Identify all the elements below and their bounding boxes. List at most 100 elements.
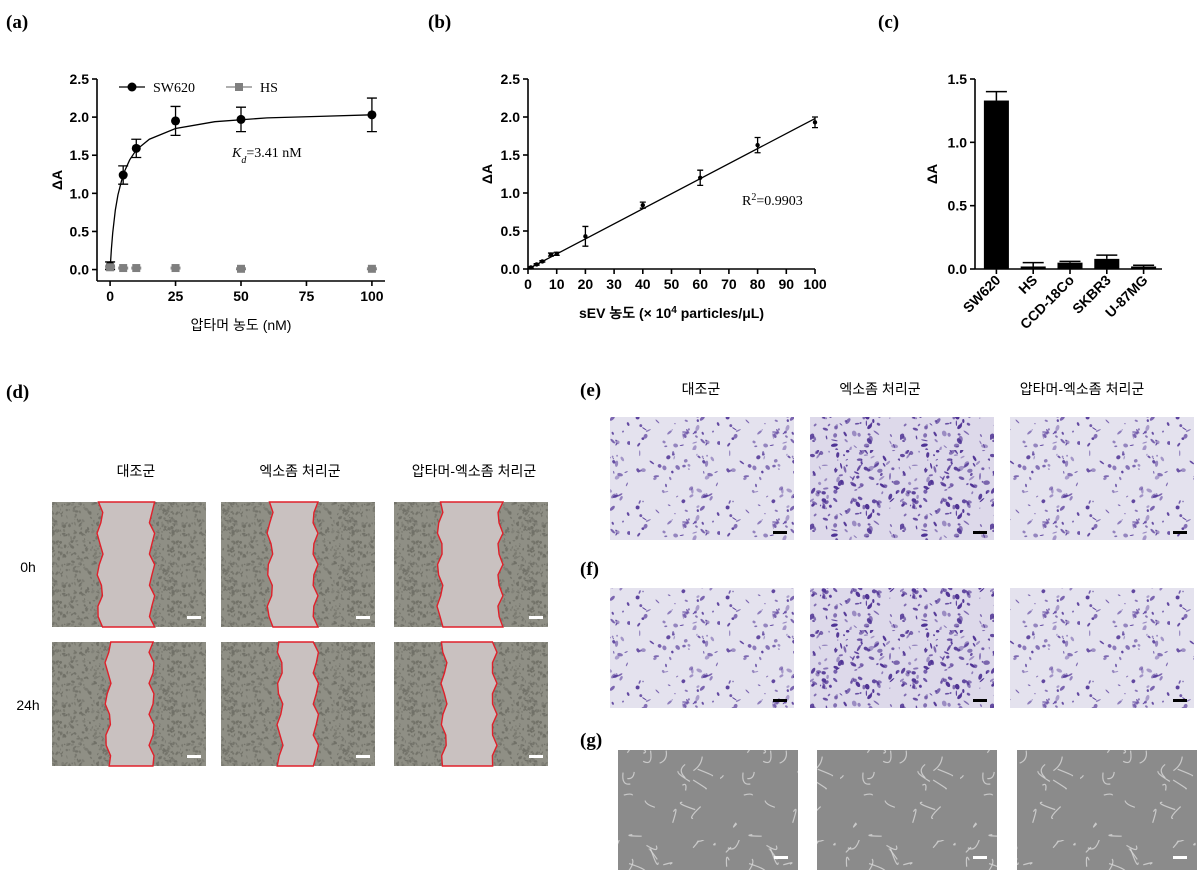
x-tick-label: 80 — [750, 276, 766, 292]
annotation: Kd=3.41 nM — [231, 146, 302, 166]
data-point — [698, 175, 703, 180]
micrograph — [1017, 750, 1197, 870]
panel-label: (e) — [580, 380, 601, 401]
wound-area — [104, 641, 155, 767]
row-label: 24h — [16, 697, 39, 713]
y-tick-label: 1.0 — [948, 134, 968, 150]
bar — [1057, 262, 1083, 269]
micrograph — [1010, 417, 1194, 540]
wound-area — [436, 501, 505, 628]
data-point — [528, 265, 534, 270]
row-label: 0h — [20, 559, 36, 575]
wound-area — [266, 501, 320, 628]
panel-label: (b) — [428, 12, 451, 33]
y-tick-label: 0.0 — [948, 261, 968, 277]
legend-label: SW620 — [153, 81, 195, 96]
scale-bar — [773, 699, 787, 702]
fit-line — [527, 117, 816, 270]
column-header: 압타머-엑소좀 처리군 — [412, 463, 537, 479]
y-tick-label: 0.5 — [501, 223, 521, 239]
annotation: R2=0.9903 — [742, 192, 803, 210]
y-tick-label: 2.5 — [501, 71, 521, 87]
y-tick-label: 2.0 — [70, 109, 90, 125]
data-point — [554, 251, 559, 256]
x-tick-label: 0 — [524, 276, 532, 292]
column-header: 대조군 — [117, 463, 156, 479]
error-bar — [985, 90, 1007, 101]
data-point — [755, 142, 760, 148]
x-tick-label: 50 — [233, 288, 249, 304]
scale-bar — [356, 755, 370, 758]
scale-bar — [973, 699, 987, 702]
data-point — [540, 259, 545, 264]
panel-label: (a) — [6, 12, 28, 33]
scale-bar — [774, 856, 788, 859]
scale-bar — [973, 856, 987, 859]
y-axis-label: ΔA — [479, 164, 495, 184]
x-tick-label: 0 — [106, 288, 114, 304]
y-tick-label: 0.5 — [948, 198, 968, 214]
x-tick-label: HS — [1015, 272, 1040, 297]
x-tick-label: 100 — [360, 288, 384, 304]
micrograph — [610, 588, 794, 708]
x-tick-label: 60 — [692, 276, 708, 292]
error-bar — [1096, 254, 1118, 259]
x-tick-label: 30 — [606, 276, 622, 292]
y-tick-label: 2.5 — [70, 71, 90, 87]
y-axis-label: ΔA — [924, 164, 940, 184]
scale-bar — [973, 531, 987, 534]
x-axis-label: 압타머 농도 (nM) — [191, 317, 292, 333]
y-tick-label: 1.0 — [70, 185, 90, 201]
x-tick-label: 90 — [779, 276, 795, 292]
fit-line — [109, 114, 372, 270]
data-point — [171, 264, 180, 273]
x-tick-label: SW620 — [960, 272, 1004, 316]
bar — [983, 100, 1009, 270]
x-tick-label: 50 — [664, 276, 680, 292]
micrograph — [618, 750, 798, 870]
scale-bar — [1173, 856, 1187, 859]
data-point — [583, 234, 588, 239]
y-tick-label: 1.5 — [70, 147, 90, 163]
error-bar — [1059, 260, 1081, 263]
panel-label: (f) — [580, 559, 599, 580]
y-tick-label: 1.0 — [501, 185, 521, 201]
y-tick-label: 2.0 — [501, 109, 521, 125]
data-point — [367, 110, 377, 120]
y-axis-label: ΔA — [49, 170, 65, 190]
error-bar — [1022, 261, 1044, 267]
column-header: 압타머-엑소좀 처리군 — [1020, 381, 1145, 397]
micrograph — [810, 417, 994, 540]
wound-area — [440, 641, 498, 767]
error-bar — [1133, 264, 1155, 267]
micrograph — [610, 417, 794, 540]
scale-bar — [1173, 699, 1187, 702]
scale-bar — [356, 616, 370, 619]
y-tick-label: 0.5 — [70, 223, 90, 239]
data-point — [131, 143, 141, 153]
legend-label: HS — [260, 81, 278, 96]
data-point — [236, 114, 246, 124]
data-point — [132, 264, 141, 273]
x-tick-label: 70 — [721, 276, 737, 292]
column-header: 엑소좀 처리군 — [839, 381, 920, 397]
micrograph — [810, 588, 994, 708]
data-point — [237, 264, 245, 273]
x-tick-label: 40 — [635, 276, 651, 292]
data-point — [171, 116, 181, 126]
panel-label: (g) — [580, 730, 602, 751]
x-tick-label: 10 — [549, 276, 565, 292]
panel-label: (c) — [878, 12, 899, 33]
data-point — [367, 264, 376, 273]
scale-bar — [187, 616, 201, 619]
x-tick-label: 20 — [578, 276, 594, 292]
scale-bar — [529, 755, 543, 758]
data-point — [812, 120, 818, 125]
scale-bar — [773, 531, 787, 534]
wound-area — [96, 501, 156, 628]
data-point — [106, 263, 115, 272]
data-point — [548, 252, 554, 257]
x-tick-label: 100 — [803, 276, 827, 292]
panel-label: (d) — [6, 382, 29, 403]
